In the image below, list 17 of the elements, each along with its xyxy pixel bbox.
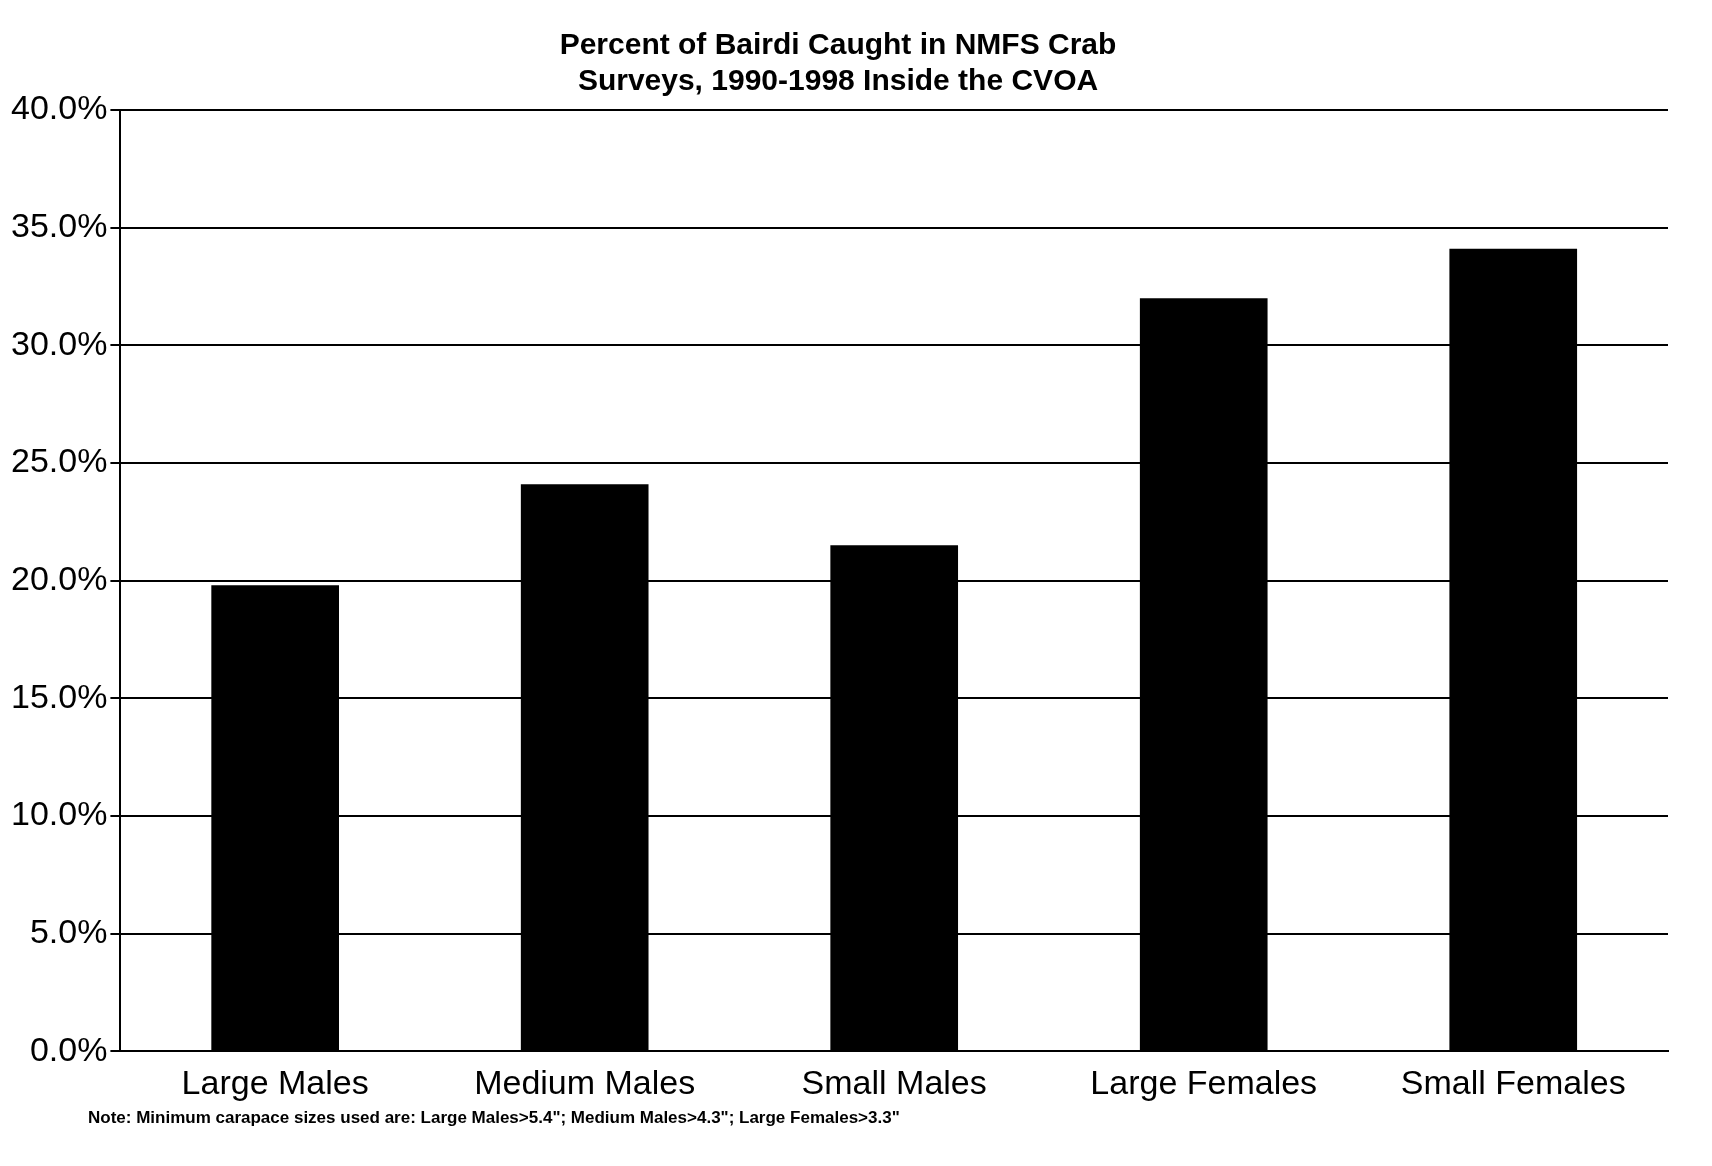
- text: Surveys, 1990-1998 Inside the CVOA: [577, 63, 1099, 97]
- x-tick-label: Small Males: [801, 1062, 987, 1101]
- y-tick-label: 15.0%: [11, 676, 108, 715]
- y-tick-label: 35.0%: [11, 206, 108, 245]
- y-tick-label: 40.0%: [11, 88, 108, 127]
- y-tick-label: 5.0%: [29, 911, 108, 950]
- x-tick-label: Small Females: [1400, 1062, 1626, 1101]
- x-tick-label: Large Females: [1090, 1062, 1318, 1101]
- x-tick-label: Medium Males: [474, 1062, 696, 1101]
- y-tick-label: 0.0%: [29, 1029, 108, 1068]
- x-tick-label: Large Males: [181, 1062, 369, 1101]
- y-tick-label: 10.0%: [11, 794, 108, 833]
- text: Percent of Bairdi Caught in NMFS Crab: [559, 27, 1117, 61]
- y-tick-label: 25.0%: [11, 441, 108, 480]
- y-tick-label: 20.0%: [11, 558, 108, 597]
- y-tick-label: 30.0%: [11, 323, 108, 362]
- text: Note: Minimum carapace sizes used are: Large Males>5.4"; Medium Males>4.3"; Large Females>3.3": [88, 1108, 901, 1128]
